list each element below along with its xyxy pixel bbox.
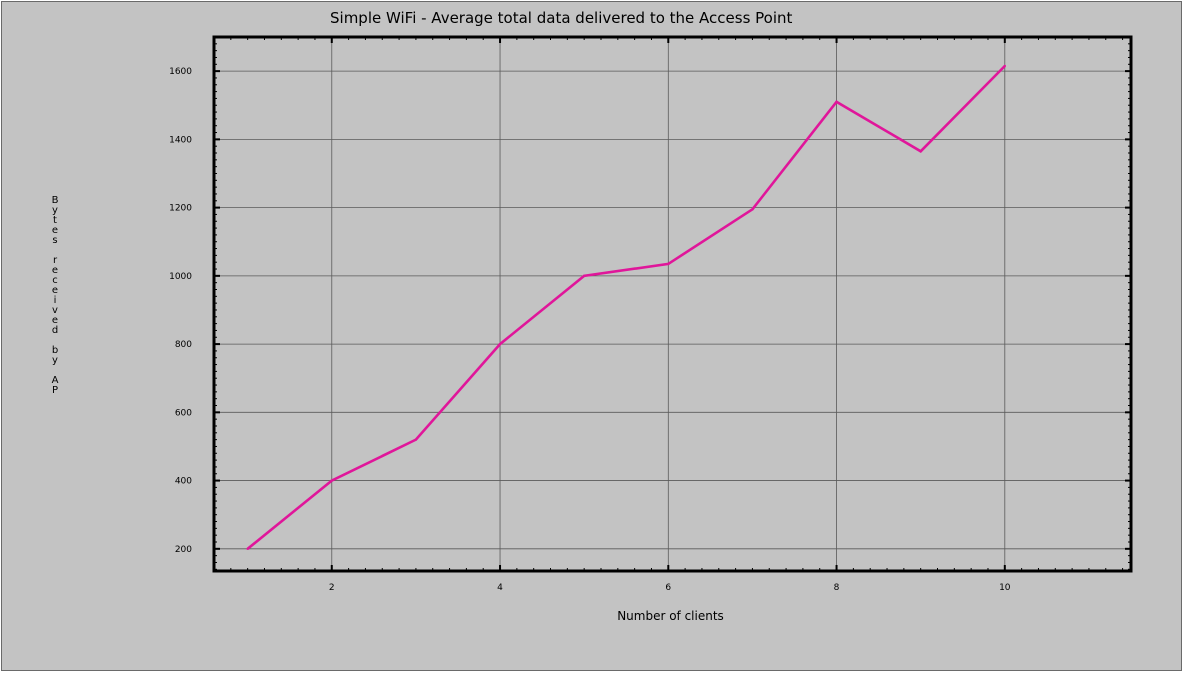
- y-tick-label: 1200: [169, 204, 192, 214]
- y-tick-label: 1600: [169, 67, 192, 77]
- plot-area-border: [212, 35, 1133, 573]
- series: [246, 64, 1007, 551]
- series-line: [246, 65, 1006, 550]
- data-point: [919, 150, 922, 153]
- data-point: [582, 274, 586, 278]
- x-tick-label: 2: [329, 583, 335, 593]
- x-tick-label: 6: [665, 583, 671, 593]
- data-point: [667, 262, 670, 266]
- y-tick-label: 400: [175, 477, 192, 487]
- minor-ticks: [213, 36, 1131, 571]
- chart-title: Simple WiFi - Average total data deliver…: [330, 9, 793, 27]
- y-tick-label: 200: [175, 545, 192, 555]
- x-axis-label: Number of clients: [617, 609, 724, 623]
- grid: [214, 37, 1131, 571]
- y-tick-label: 600: [175, 408, 192, 418]
- data-point: [835, 100, 838, 104]
- y-tick-label: 1400: [169, 135, 192, 145]
- y-axis-label: B y t e s r e c e i v e d b y A P: [51, 195, 59, 396]
- data-point: [751, 208, 754, 211]
- tick-labels: 2 4 6 8 10 200 400 600 800 1000 1200 1400 1600: [169, 67, 1011, 593]
- data-point: [246, 547, 249, 551]
- data-point: [1003, 64, 1007, 68]
- data-point: [330, 479, 333, 482]
- y-tick-label: 1000: [169, 272, 192, 282]
- x-tick-label: 10: [999, 583, 1011, 593]
- y-tick-label: 800: [175, 340, 192, 350]
- x-tick-label: 4: [497, 583, 503, 593]
- data-point: [414, 438, 418, 441]
- x-tick-label: 8: [834, 583, 840, 593]
- data-point: [498, 342, 502, 346]
